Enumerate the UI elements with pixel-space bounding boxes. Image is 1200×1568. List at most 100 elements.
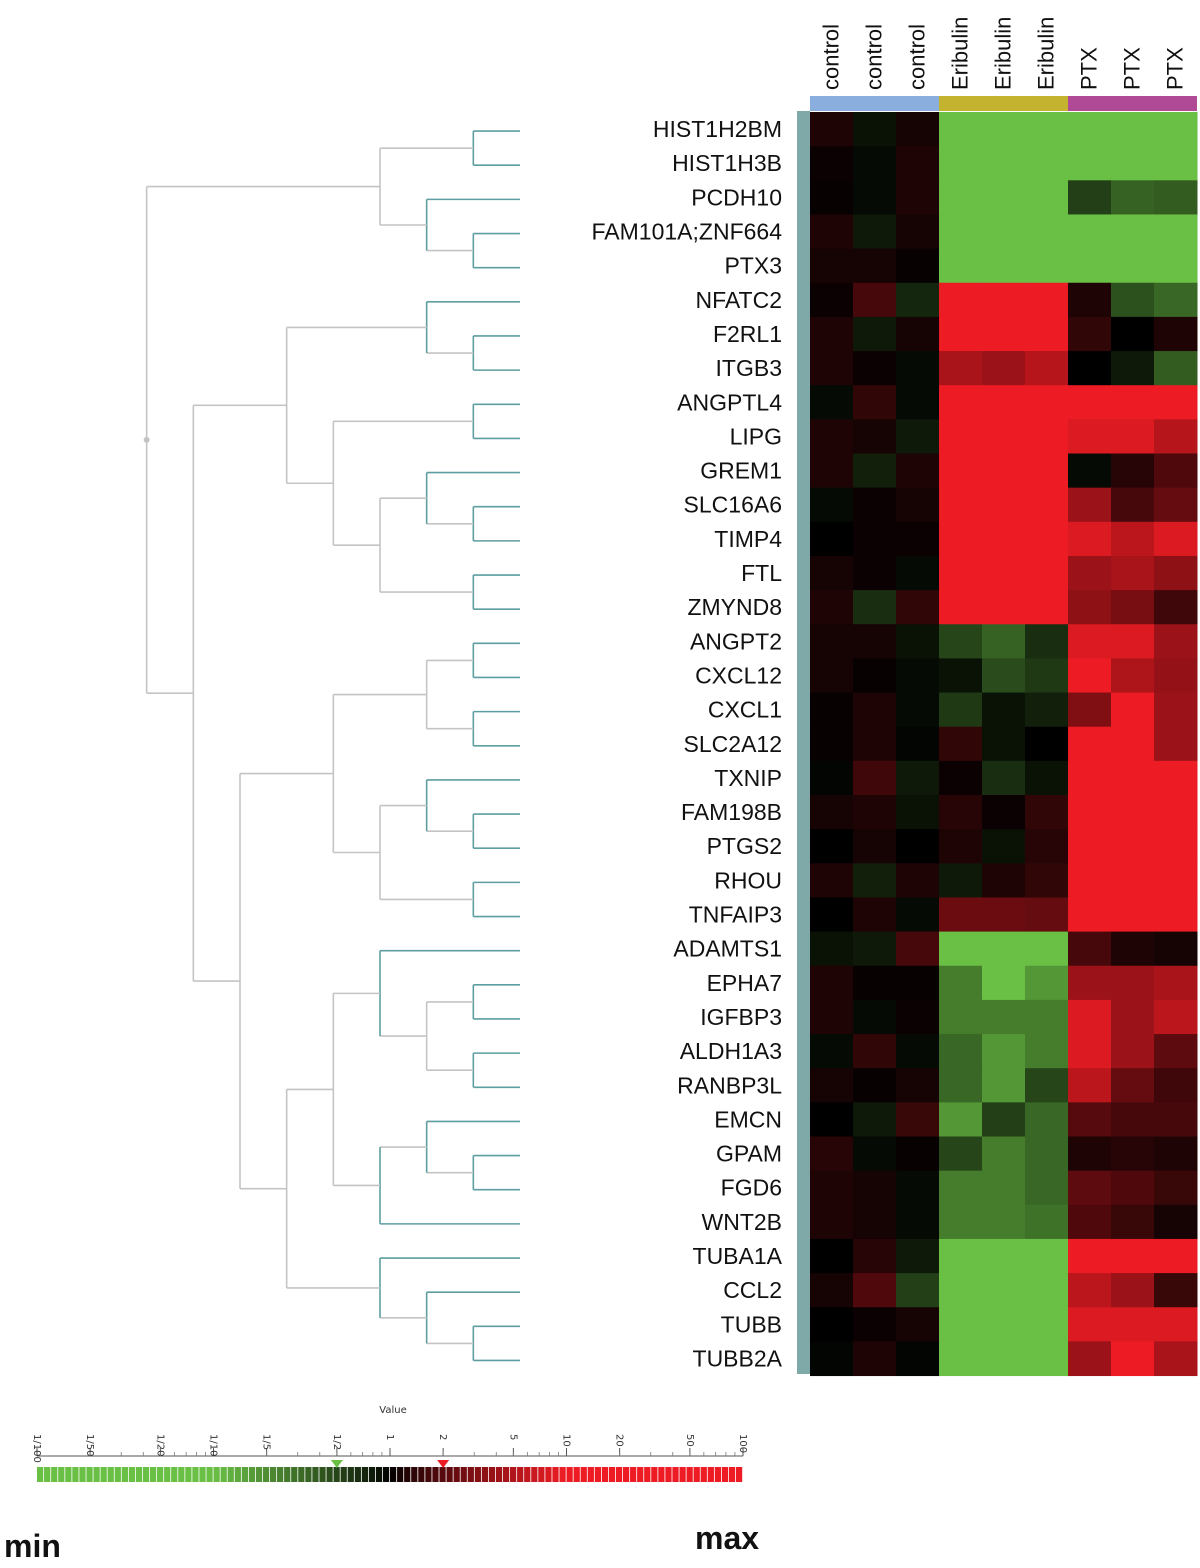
heatmap-cell	[1068, 692, 1112, 728]
heatmap-cell	[1068, 521, 1112, 557]
color-scale-segment	[686, 1467, 693, 1482]
heatmap-cell	[1068, 385, 1112, 420]
color-scale-tick-label: 1/5	[261, 1434, 272, 1450]
row-label: ALDH1A3	[680, 1038, 782, 1064]
color-scale-segment	[149, 1467, 157, 1482]
heatmap-cell	[810, 897, 854, 933]
heatmap-cell	[939, 487, 983, 523]
heatmap-cell	[896, 1341, 940, 1377]
heatmap-cell	[810, 1068, 854, 1103]
heatmap-cell	[939, 282, 983, 318]
heatmap-cell	[896, 829, 940, 864]
color-scale-segment	[594, 1467, 601, 1482]
heatmap-cell	[810, 1238, 854, 1274]
row-label: FAM101A;ZNF664	[592, 219, 783, 245]
color-scale-segment	[644, 1467, 651, 1482]
color-scale-segment	[51, 1467, 58, 1482]
heatmap-cell	[853, 1307, 897, 1342]
heatmap-cell	[982, 760, 1026, 796]
heatmap-cell	[1111, 146, 1155, 181]
heatmap-cell	[1154, 692, 1198, 728]
color-scale-segment	[199, 1467, 206, 1482]
heatmap-cell	[896, 726, 940, 762]
heatmap-cell	[982, 829, 1026, 864]
heatmap-cell	[982, 1034, 1026, 1069]
row-label: LIPG	[730, 423, 782, 449]
color-scale-tick-label: 1/50	[84, 1434, 95, 1456]
heatmap-cell	[939, 453, 983, 489]
heatmap-cell	[896, 180, 940, 215]
heatmap-cell	[896, 897, 940, 933]
heatmap-cell	[1111, 1136, 1155, 1172]
heatmap-cell	[896, 419, 940, 454]
heatmap-cell	[1068, 965, 1112, 1001]
row-label: RHOU	[714, 867, 782, 893]
heatmap-cell	[1111, 385, 1155, 420]
heatmap-cell	[1111, 1034, 1155, 1069]
heatmap-cell	[896, 146, 940, 181]
heatmap-cell	[896, 112, 940, 147]
heatmap-cell	[853, 726, 897, 762]
heatmap-cell	[982, 1341, 1026, 1377]
heatmap-cell	[939, 624, 983, 659]
heatmap-cell	[1111, 1307, 1155, 1342]
color-scale-segment	[354, 1467, 361, 1482]
heatmap-cell	[1154, 965, 1198, 1001]
heatmap-cell	[1025, 282, 1069, 318]
heatmap-cell	[1068, 1068, 1112, 1103]
heatmap-cell	[1154, 146, 1198, 181]
color-scale-segment	[524, 1467, 531, 1482]
color-scale-segment	[566, 1467, 573, 1482]
heatmap-cell	[1068, 1136, 1112, 1172]
heatmap-cells	[810, 112, 1198, 1377]
heatmap-cell	[853, 453, 897, 489]
heatmap-cell	[1068, 1034, 1112, 1069]
heatmap-cell	[982, 521, 1026, 557]
heatmap-cell	[1025, 1204, 1069, 1240]
heatmap-cell	[1025, 316, 1069, 352]
heatmap-cell	[1154, 419, 1198, 454]
heatmap-cell	[896, 214, 940, 250]
heatmap-cell	[1111, 282, 1155, 318]
heatmap-cell	[982, 248, 1026, 284]
heatmap-cell	[939, 1136, 983, 1172]
heatmap-cell	[1025, 248, 1069, 284]
heatmap-cell	[810, 248, 854, 284]
heatmap-cell	[1111, 1273, 1155, 1308]
heatmap-cell	[1068, 1204, 1112, 1240]
heatmap-cell	[1025, 1341, 1069, 1377]
heatmap-cell	[1068, 760, 1112, 796]
heatmap-cell	[1111, 965, 1155, 1001]
color-scale-tick-label: 1/10	[208, 1434, 219, 1456]
heatmap-cell	[853, 555, 897, 591]
color-scale-segment	[721, 1467, 729, 1482]
heatmap-cell	[1111, 351, 1155, 386]
heatmap-cell	[1154, 385, 1198, 420]
heatmap-cell	[1068, 316, 1112, 352]
heatmap-cell	[1068, 931, 1112, 967]
color-scale-segment	[474, 1467, 481, 1482]
heatmap-cell	[1111, 1102, 1155, 1137]
heatmap-cell	[939, 214, 983, 250]
color-scale-segment	[559, 1467, 566, 1482]
heatmap-cell	[1154, 112, 1198, 147]
heatmap-cell	[853, 1170, 897, 1206]
heatmap-cell	[1068, 726, 1112, 762]
heatmap-cell	[1025, 624, 1069, 659]
color-scale-tick-label: 50	[684, 1434, 695, 1447]
heatmap-cell	[810, 999, 854, 1035]
heatmap-cell	[1154, 1204, 1198, 1240]
heatmap-cell	[853, 112, 897, 147]
heatmap-cell	[810, 1273, 854, 1308]
color-scale-segment	[622, 1467, 630, 1482]
heatmap-cell	[1111, 214, 1155, 250]
heatmap-cell	[982, 555, 1026, 591]
color-scale-segment	[439, 1467, 446, 1482]
color-scale-segment	[390, 1467, 397, 1482]
heatmap-cell	[1111, 555, 1155, 591]
heatmap-cell	[1154, 316, 1198, 352]
heatmap-cell	[939, 999, 983, 1035]
heatmap-cell	[939, 1170, 983, 1206]
heatmap-cell	[853, 1136, 897, 1172]
heatmap-cell	[1154, 282, 1198, 318]
